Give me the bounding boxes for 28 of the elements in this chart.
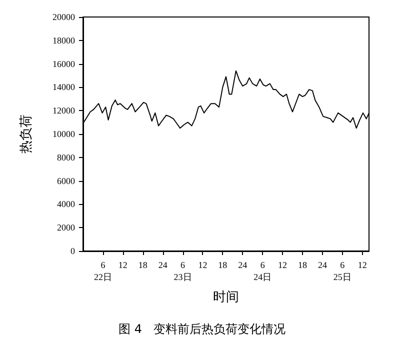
y-tick-label: 18000 <box>52 35 76 46</box>
y-tick-label: 8000 <box>57 152 76 162</box>
y-tick-label: 20000 <box>52 12 76 22</box>
x-tick-label: 18 <box>138 260 148 270</box>
y-tick-label: 10000 <box>52 129 76 139</box>
y-tick-label: 12000 <box>52 106 76 116</box>
x-tick-label: 6 22日 <box>94 260 112 282</box>
x-tick-label: 18 <box>218 260 228 270</box>
x-tick-label: 12 <box>198 260 208 270</box>
x-tick-label: 6 23日 <box>174 260 192 282</box>
y-tick-label: 4000 <box>57 199 76 210</box>
x-tick-label: 24 <box>238 260 248 270</box>
x-tick-label: 12 <box>358 260 367 270</box>
text: 图 4 变料前后热负荷变化情况 <box>118 322 286 336</box>
y-tick-label: 14000 <box>52 82 76 92</box>
x-tick-label: 24 <box>158 260 168 270</box>
x-tick-label: 6 25日 <box>333 260 352 282</box>
y-tick-label: 6000 <box>57 176 76 186</box>
x-tick-label: 18 <box>298 260 308 270</box>
y-tick-label: 2000 <box>57 222 76 233</box>
x-axis-title: 时间 <box>213 290 239 305</box>
y-tick-label: 16000 <box>52 58 76 69</box>
x-tick-label: 12 <box>118 260 128 270</box>
y-tick-label: 0 <box>70 246 76 256</box>
x-tick-label: 12 <box>278 260 288 270</box>
x-tick-label: 6 24日 <box>254 260 272 282</box>
x-tick-label: 24 <box>318 260 328 270</box>
y-axis-title: 热负荷 <box>19 114 34 154</box>
